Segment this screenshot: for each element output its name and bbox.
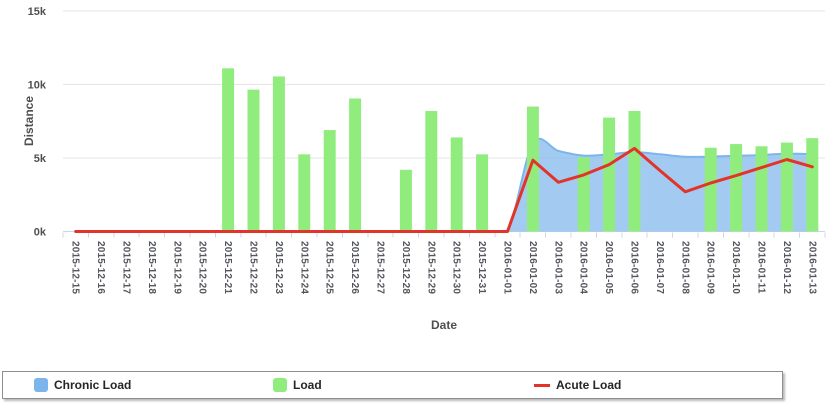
load-bar[interactable]	[628, 110, 641, 232]
load-bar[interactable]	[450, 137, 463, 232]
x-axis-tick-label: 2015-12-25	[324, 241, 335, 294]
load-bar[interactable]	[349, 98, 362, 232]
load-bar[interactable]	[730, 144, 743, 232]
x-axis-tick-label: 2015-12-26	[349, 241, 360, 294]
y-axis-tick-label: 10k	[28, 80, 47, 92]
x-axis-tick-label: 2015-12-24	[298, 241, 309, 294]
load-chart: 0k 5k 10k 15k 2015-12-15 2015-12-16 2015-12-17…	[22, 6, 826, 332]
x-axis-tick-label: 2015-12-28	[400, 241, 411, 294]
legend-label-load: Load	[293, 378, 322, 392]
x-axis-tick-label: 2016-01-08	[679, 241, 690, 294]
x-axis-tick-label: 2016-01-13	[806, 241, 817, 294]
x-axis-tick-label: 2015-12-16	[95, 241, 106, 294]
x-axis-tick-label: 2016-01-09	[705, 241, 716, 294]
x-axis-tick-label: 2016-01-12	[781, 241, 792, 294]
load-bar[interactable]	[476, 154, 489, 232]
chart-legend: Chronic Load Load Acute Load	[2, 371, 783, 399]
y-axis-title: Distance	[22, 96, 36, 146]
x-axis-tick-label: 2015-12-15	[70, 241, 81, 294]
load-bar[interactable]	[755, 146, 768, 232]
chronic-load-swatch-icon	[34, 378, 48, 392]
x-axis-tick-label: 2015-12-31	[476, 241, 487, 294]
x-axis-tick-label: 2016-01-04	[578, 241, 589, 294]
x-axis-tick-label: 2016-01-11	[756, 241, 767, 294]
x-axis-tick-label: 2015-12-23	[273, 241, 284, 294]
x-axis-tick-label: 2015-12-30	[451, 241, 462, 294]
chart-canvas: 0k 5k 10k 15k 2015-12-15 2015-12-16 2015-12-17…	[22, 6, 826, 332]
load-bar[interactable]	[806, 138, 819, 232]
x-axis-tick-label: 2015-12-19	[171, 241, 182, 294]
chronic-load-area[interactable]	[75, 138, 813, 232]
x-axis-tick-label: 2016-01-01	[502, 241, 513, 294]
x-axis-title: Date	[431, 318, 457, 332]
load-bar[interactable]	[399, 169, 412, 232]
y-axis-tick-label: 0k	[34, 227, 47, 239]
y-axis-tick-label: 5k	[34, 153, 47, 165]
load-bar[interactable]	[780, 142, 793, 232]
load-bar[interactable]	[323, 130, 336, 232]
load-bar[interactable]	[577, 157, 590, 232]
load-bar[interactable]	[526, 106, 539, 232]
x-axis-tick-label: 2016-01-10	[730, 241, 741, 294]
load-bar[interactable]	[247, 89, 260, 232]
x-axis-tick-label: 2015-12-20	[197, 241, 208, 294]
x-axis-tick-label: 2016-01-03	[552, 241, 563, 294]
load-bar[interactable]	[222, 68, 235, 232]
x-axis-tick-label: 2015-12-22	[248, 241, 259, 294]
load-bar[interactable]	[272, 76, 285, 232]
acute-load-line[interactable]	[74, 146, 814, 233]
legend-label-chronic-load: Chronic Load	[54, 378, 132, 392]
load-bar[interactable]	[603, 117, 616, 232]
load-bar[interactable]	[704, 147, 717, 232]
acute-load-line-swatch-icon	[534, 383, 550, 387]
x-axis-tick-label: 2016-01-02	[527, 241, 538, 294]
legend-item-acute-load[interactable]: Acute Load	[534, 372, 621, 398]
x-axis-tick-label: 2015-12-27	[375, 241, 386, 294]
legend-label-acute-load: Acute Load	[556, 378, 622, 392]
x-axis-tick-label: 2015-12-18	[146, 241, 157, 294]
x-axis-tick-label: 2015-12-17	[121, 241, 132, 294]
legend-item-chronic-load[interactable]: Chronic Load	[34, 372, 131, 398]
legend-item-load[interactable]: Load	[273, 372, 322, 398]
x-axis-tick-label: 2016-01-05	[603, 241, 614, 294]
x-axis-tick-label: 2016-01-07	[654, 241, 665, 294]
load-bar[interactable]	[298, 154, 311, 232]
x-axis-tick-label: 2015-12-21	[222, 241, 233, 294]
x-axis-tick-label: 2015-12-29	[425, 241, 436, 294]
y-axis-tick-label: 15k	[28, 6, 47, 18]
load-bar[interactable]	[425, 110, 438, 232]
x-axis-tick-label: 2016-01-06	[629, 241, 640, 294]
load-swatch-icon	[273, 378, 287, 392]
